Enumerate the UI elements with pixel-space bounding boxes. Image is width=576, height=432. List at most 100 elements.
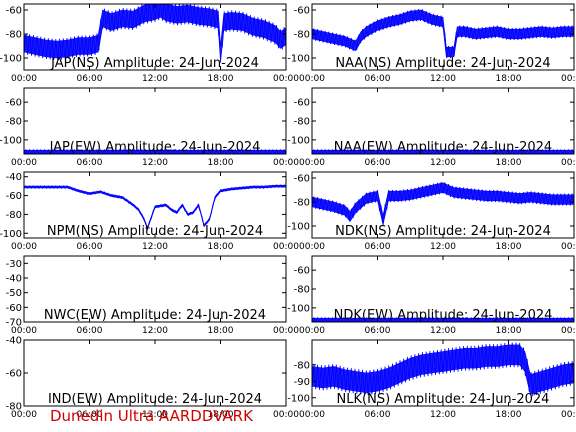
- chart-title: NDK(NS) Amplitude: 24-Jun-2024: [335, 224, 551, 239]
- y-tick-label: -80: [294, 360, 310, 371]
- chart-panel: -100 -80 -60 00:00 06:00 12:00 18:00 00:00 JAP(E…: [0, 87, 299, 168]
- y-tick-label: -70: [6, 318, 22, 329]
- plot-data: [312, 342, 574, 397]
- y-tick-label: -60: [6, 191, 22, 202]
- x-tick-label: 00:00: [299, 74, 325, 84]
- chart-panel: -100 -90 -80 00:00 06:00 12:00 18:00 00:00 NLK(N…: [287, 339, 576, 420]
- y-tick-label: -100: [287, 54, 310, 65]
- x-tick-label: 00:00: [299, 410, 325, 420]
- x-tick-label: 06:00: [365, 410, 391, 420]
- chart-panel: -100 -80 -60 00:00 06:00 12:00 18:00 00:00 NDK(E…: [287, 255, 576, 336]
- plot-data: [312, 9, 574, 59]
- y-tick-label: -60: [6, 98, 22, 109]
- y-tick-label: -30: [6, 259, 22, 270]
- y-tick-label: -80: [6, 402, 22, 413]
- x-tick-label: 00:00: [273, 242, 299, 252]
- x-tick-label: 00:00: [561, 410, 576, 420]
- chart-title: IND(EW) Amplitude: 24-Jun-2024: [48, 392, 262, 407]
- x-tick-label: 18:00: [496, 242, 522, 252]
- x-tick-label: 12:00: [430, 158, 456, 168]
- x-tick-label: 00:00: [273, 158, 299, 168]
- chart-title: NAA(EW) Amplitude: 24-Jun-2024: [334, 140, 552, 155]
- x-tick-label: 18:00: [208, 242, 234, 252]
- plot-data: [312, 181, 574, 226]
- y-tick-label: -80: [294, 285, 310, 296]
- x-tick-label: 00:00: [11, 74, 37, 84]
- signal-noise-band: [312, 182, 574, 225]
- footer-credit: Dunedin Ultra AARDDVARK: [50, 407, 253, 425]
- y-tick-label: -60: [294, 266, 310, 277]
- y-tick-label: -60: [6, 6, 22, 17]
- x-tick-label: 18:00: [208, 158, 234, 168]
- chart-panel: -80 -60 -40 00:00 06:00 12:00 18:00 00:00 IND(EW…: [6, 336, 300, 421]
- x-tick-label: 06:00: [77, 242, 103, 252]
- x-tick-label: 00:00: [561, 242, 576, 252]
- chart-panel: -100 -80 -60 00:00 06:00 12:00 18:00 00:00 NDK(N…: [287, 171, 576, 252]
- x-tick-label: 12:00: [142, 326, 168, 336]
- chart-panel: -100 -80 -60 -40 00:00 06:00 12:00 18:00 00:00 NP…: [0, 171, 299, 252]
- x-tick-label: 12:00: [142, 74, 168, 84]
- y-tick-label: -40: [6, 172, 22, 183]
- x-tick-label: 06:00: [77, 158, 103, 168]
- signal-trace: [312, 148, 574, 154]
- y-tick-label: -100: [287, 303, 310, 314]
- x-tick-label: 06:00: [77, 326, 103, 336]
- x-tick-label: 00:00: [299, 326, 325, 336]
- x-tick-label: 00:00: [11, 242, 37, 252]
- x-tick-label: 18:00: [496, 326, 522, 336]
- y-tick-label: -60: [294, 98, 310, 109]
- signal-trace: [312, 342, 574, 397]
- x-tick-label: 00:00: [273, 74, 299, 84]
- y-tick-label: -60: [6, 303, 22, 314]
- chart-title: NAA(NS) Amplitude: 24-Jun-2024: [335, 56, 550, 71]
- x-tick-label: 12:00: [430, 410, 456, 420]
- y-tick-label: -80: [6, 117, 22, 128]
- x-tick-label: 00:00: [273, 326, 299, 336]
- y-tick-label: -60: [294, 174, 310, 185]
- chart-title: NPM(NS) Amplitude: 24-Jun-2024: [47, 224, 263, 239]
- x-tick-label: 18:00: [208, 410, 234, 420]
- y-tick-label: -100: [287, 393, 310, 404]
- x-tick-label: 00:00: [11, 158, 37, 168]
- x-tick-label: 12:00: [142, 410, 168, 420]
- x-tick-label: 18:00: [496, 74, 522, 84]
- chart-title: NLK(NS) Amplitude: 24-Jun-2024: [337, 392, 550, 407]
- y-tick-label: -40: [6, 336, 22, 347]
- x-tick-label: 12:00: [430, 242, 456, 252]
- y-tick-label: -80: [6, 210, 22, 221]
- y-tick-label: -100: [0, 135, 22, 146]
- x-tick-label: 06:00: [365, 158, 391, 168]
- plot-data: [24, 184, 286, 231]
- x-tick-label: 12:00: [430, 74, 456, 84]
- plot-data: [24, 4, 286, 63]
- chart-panel: -100 -80 -60 00:00 06:00 12:00 18:00 00:00 JAP(N…: [0, 3, 299, 84]
- x-tick-label: 00:00: [11, 410, 37, 420]
- x-tick-label: 06:00: [365, 242, 391, 252]
- y-tick-label: -100: [0, 54, 22, 65]
- chart-panel: -100 -80 -60 00:00 06:00 12:00 18:00 00:00 NAA(N…: [287, 3, 576, 84]
- y-tick-label: -60: [294, 6, 310, 17]
- y-tick-label: -100: [287, 135, 310, 146]
- x-tick-label: 12:00: [430, 326, 456, 336]
- y-tick-label: -40: [6, 274, 22, 285]
- signal-trace: [312, 9, 574, 59]
- x-tick-label: 18:00: [208, 74, 234, 84]
- x-tick-label: 00:00: [299, 158, 325, 168]
- y-tick-label: -60: [6, 369, 22, 380]
- chart-title: JAP(NS) Amplitude: 24-Jun-2024: [50, 56, 259, 71]
- x-tick-label: 00:00: [561, 158, 576, 168]
- x-tick-label: 00:00: [273, 410, 299, 420]
- y-tick-label: -50: [6, 288, 22, 299]
- y-tick-label: -90: [294, 377, 310, 388]
- x-tick-label: 00:00: [299, 242, 325, 252]
- x-tick-label: 18:00: [496, 158, 522, 168]
- y-tick-label: -100: [0, 229, 22, 240]
- y-tick-label: -80: [294, 117, 310, 128]
- signal-trace: [312, 181, 574, 226]
- signal-noise-band: [24, 184, 286, 231]
- chart-title: NWC(EW) Amplitude: 24-Jun-2024: [44, 308, 266, 323]
- x-tick-label: 12:00: [142, 158, 168, 168]
- x-tick-label: 00:00: [11, 326, 37, 336]
- y-tick-label: -80: [6, 30, 22, 41]
